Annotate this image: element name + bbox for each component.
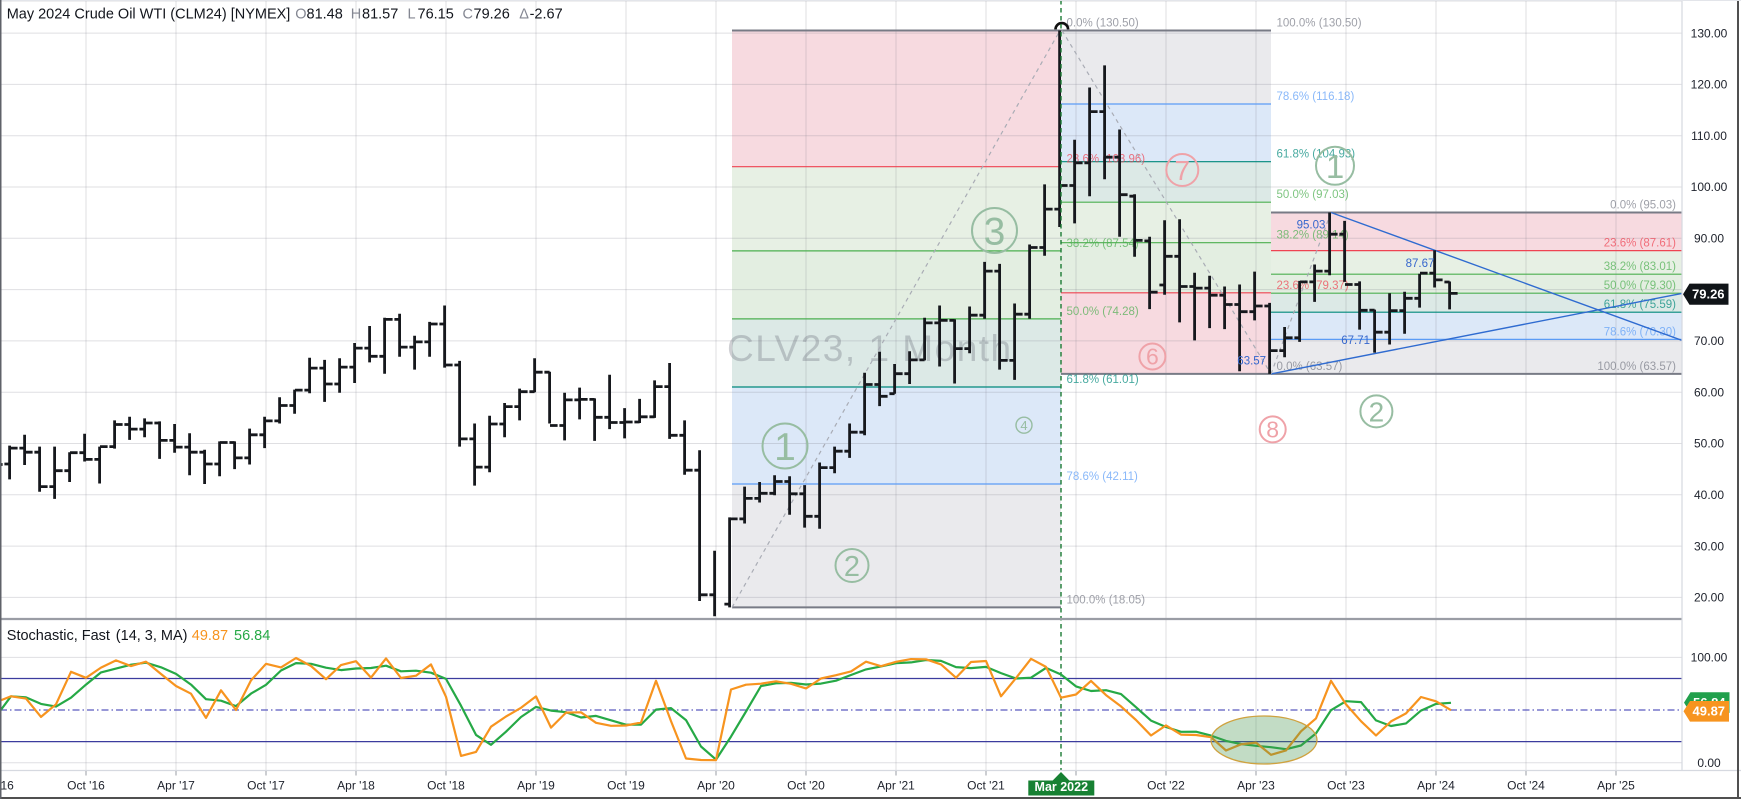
svg-text:Apr '19: Apr '19 (517, 779, 555, 793)
svg-text:78.6% (42.11): 78.6% (42.11) (1067, 471, 1139, 483)
svg-text:H: H (351, 6, 361, 22)
svg-text:81.57: 81.57 (362, 6, 398, 22)
svg-text:(14, 3, MA): (14, 3, MA) (116, 628, 188, 644)
svg-text:Apr '25: Apr '25 (1597, 779, 1635, 793)
svg-text:38.2% (89.14): 38.2% (89.14) (1277, 230, 1349, 242)
svg-text:100.00: 100.00 (1691, 180, 1728, 194)
svg-text:Oct '21: Oct '21 (967, 779, 1005, 793)
svg-text:1: 1 (1326, 148, 1344, 185)
svg-text:7: 7 (1175, 155, 1191, 186)
svg-text:100.0% (63.57): 100.0% (63.57) (1597, 361, 1676, 373)
svg-text:90.00: 90.00 (1694, 232, 1724, 246)
svg-text:100.0% (130.50): 100.0% (130.50) (1277, 18, 1362, 30)
svg-text:0.00: 0.00 (1697, 756, 1721, 770)
svg-text:O: O (295, 6, 306, 22)
svg-text:Apr '20: Apr '20 (697, 779, 735, 793)
svg-text:2: 2 (1369, 397, 1385, 428)
svg-text:2016: 2016 (0, 779, 14, 793)
svg-text:76.15: 76.15 (418, 6, 454, 22)
svg-text:CLV23, 1 Month: CLV23, 1 Month (727, 328, 1013, 369)
svg-text:Apr '21: Apr '21 (877, 779, 915, 793)
svg-text:63.57: 63.57 (1237, 356, 1266, 368)
svg-text:8: 8 (1266, 417, 1279, 443)
svg-text:Apr '23: Apr '23 (1237, 779, 1275, 793)
svg-text:Oct '17: Oct '17 (247, 779, 285, 793)
svg-text:Apr '18: Apr '18 (337, 779, 375, 793)
svg-text:56.84: 56.84 (234, 628, 270, 644)
svg-text:61.8% (61.01): 61.8% (61.01) (1067, 374, 1139, 386)
svg-text:1: 1 (774, 426, 796, 469)
svg-text:95.03: 95.03 (1297, 220, 1326, 232)
svg-text:49.87: 49.87 (1693, 704, 1726, 719)
svg-text:Apr '17: Apr '17 (157, 779, 195, 793)
svg-text:20.00: 20.00 (1694, 591, 1724, 605)
svg-text:Oct '24: Oct '24 (1507, 779, 1545, 793)
svg-text:61.8% (104.93): 61.8% (104.93) (1277, 149, 1356, 161)
svg-text:60.00: 60.00 (1694, 385, 1724, 399)
svg-text:30.00: 30.00 (1694, 539, 1724, 553)
svg-text:49.87: 49.87 (192, 628, 228, 644)
svg-text:78.6% (116.18): 78.6% (116.18) (1277, 91, 1355, 103)
svg-text:4: 4 (1020, 418, 1027, 433)
svg-text:38.2% (83.01): 38.2% (83.01) (1604, 261, 1676, 273)
svg-text:61.8% (75.59): 61.8% (75.59) (1604, 299, 1676, 311)
svg-text:Oct '16: Oct '16 (67, 779, 105, 793)
svg-text:120.00: 120.00 (1691, 78, 1728, 92)
svg-text:79.26: 79.26 (1692, 287, 1725, 302)
svg-text:Oct '20: Oct '20 (787, 779, 825, 793)
svg-text:100.00: 100.00 (1691, 651, 1728, 665)
svg-text:L: L (408, 6, 416, 22)
svg-text:110.00: 110.00 (1691, 129, 1727, 143)
svg-text:100.0% (18.05): 100.0% (18.05) (1067, 594, 1146, 606)
svg-text:May 2024 Crude Oil WTI (CLM24): May 2024 Crude Oil WTI (CLM24) [NYMEX] (7, 6, 291, 22)
svg-text:Oct '23: Oct '23 (1327, 779, 1365, 793)
svg-text:Oct '19: Oct '19 (607, 779, 645, 793)
svg-text:-2.67: -2.67 (530, 6, 563, 22)
svg-text:23.6% (79.37): 23.6% (79.37) (1277, 280, 1349, 292)
svg-text:38.2% (87.54): 38.2% (87.54) (1067, 238, 1139, 250)
svg-text:C: C (463, 6, 473, 22)
svg-text:0.0% (95.03): 0.0% (95.03) (1610, 200, 1676, 212)
svg-text:50.0% (79.30): 50.0% (79.30) (1604, 280, 1676, 292)
svg-text:Oct '22: Oct '22 (1147, 779, 1185, 793)
svg-text:78.6% (70.30): 78.6% (70.30) (1604, 326, 1676, 338)
svg-text:50.0% (74.28): 50.0% (74.28) (1067, 306, 1139, 318)
svg-text:67.71: 67.71 (1341, 335, 1370, 347)
svg-text:Oct '18: Oct '18 (427, 779, 465, 793)
svg-text:50.0% (97.03): 50.0% (97.03) (1277, 189, 1349, 201)
svg-text:Δ: Δ (519, 6, 529, 22)
svg-text:Stochastic, Fast: Stochastic, Fast (7, 628, 110, 644)
svg-text:0.0% (130.50): 0.0% (130.50) (1067, 18, 1139, 30)
svg-text:70.00: 70.00 (1694, 334, 1724, 348)
svg-text:79.26: 79.26 (474, 6, 510, 22)
svg-text:87.67: 87.67 (1406, 258, 1435, 270)
svg-text:6: 6 (1146, 344, 1159, 370)
svg-text:50.00: 50.00 (1694, 437, 1724, 451)
svg-text:2: 2 (844, 551, 860, 583)
svg-text:Apr '24: Apr '24 (1417, 779, 1455, 793)
svg-text:23.6% (87.61): 23.6% (87.61) (1604, 238, 1676, 250)
svg-text:40.00: 40.00 (1694, 488, 1724, 502)
svg-text:130.00: 130.00 (1691, 26, 1728, 40)
svg-text:81.48: 81.48 (307, 6, 343, 22)
svg-text:3: 3 (984, 211, 1006, 254)
svg-text:Mar 2022: Mar 2022 (1035, 780, 1089, 794)
